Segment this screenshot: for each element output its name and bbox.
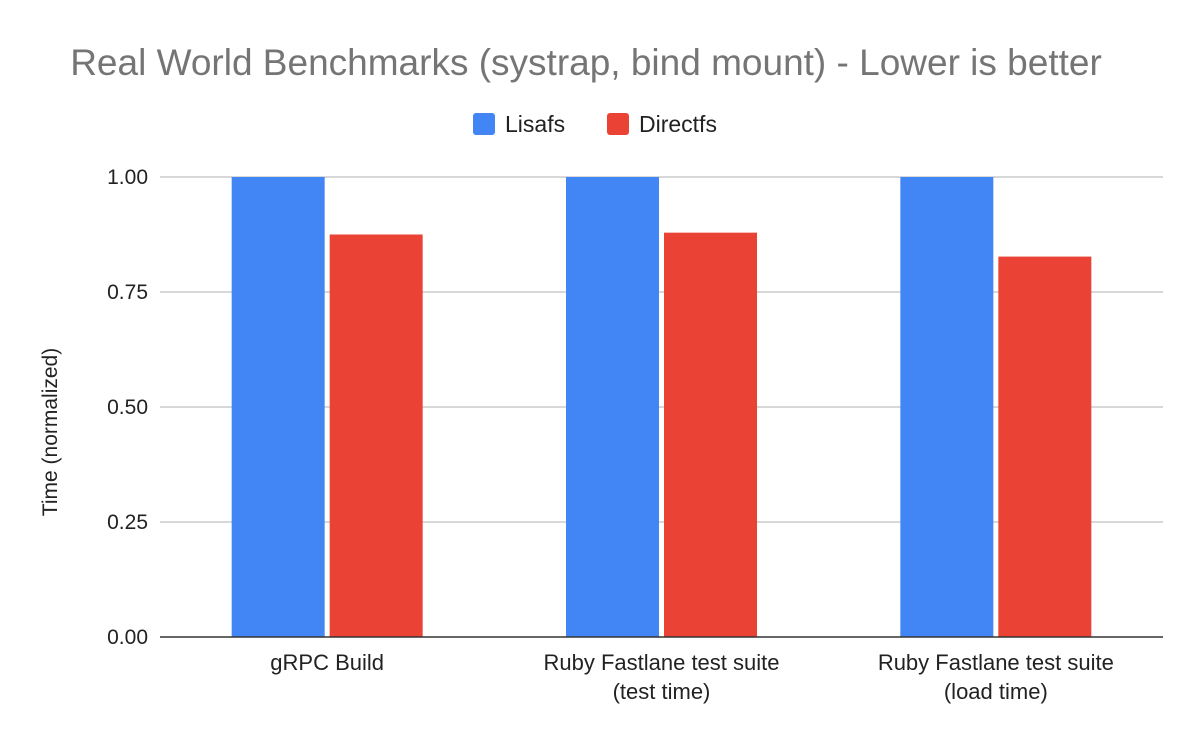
x-category-label: gRPC Build (270, 650, 384, 675)
chart-title: Real World Benchmarks (systrap, bind mou… (70, 42, 1102, 83)
y-tick-label: 0.00 (107, 626, 148, 649)
bars (231, 177, 1092, 638)
legend-label-directfs: Directfs (639, 111, 717, 137)
legend-swatch-directfs (607, 113, 629, 135)
y-tick-label: 0.75 (107, 281, 148, 304)
legend: Lisafs Directfs (473, 111, 717, 137)
y-axis-ticks: 0.00 0.25 0.50 0.75 1.00 (107, 166, 148, 649)
legend-swatch-lisafs (473, 113, 495, 135)
x-category-label: Ruby Fastlane test suite (878, 650, 1114, 675)
x-category-label: (load time) (944, 679, 1048, 704)
y-axis-title: Time (normalized) (39, 348, 62, 516)
bar-directfs[interactable] (329, 234, 423, 638)
legend-label-lisafs: Lisafs (505, 111, 565, 137)
y-tick-label: 1.00 (107, 166, 148, 189)
bar-lisafs[interactable] (231, 177, 325, 637)
x-category-label: Ruby Fastlane test suite (543, 650, 779, 675)
y-tick-label: 0.50 (107, 396, 148, 419)
bar-directfs[interactable] (998, 256, 1092, 637)
bar-lisafs[interactable] (566, 177, 659, 637)
x-category-label: (test time) (613, 679, 711, 704)
gridlines (160, 176, 1163, 523)
bar-directfs[interactable] (664, 232, 757, 637)
x-axis-labels: gRPC Build Ruby Fastlane test suite (test … (270, 650, 1114, 704)
y-tick-label: 0.25 (107, 511, 148, 534)
bar-lisafs[interactable] (900, 177, 994, 637)
